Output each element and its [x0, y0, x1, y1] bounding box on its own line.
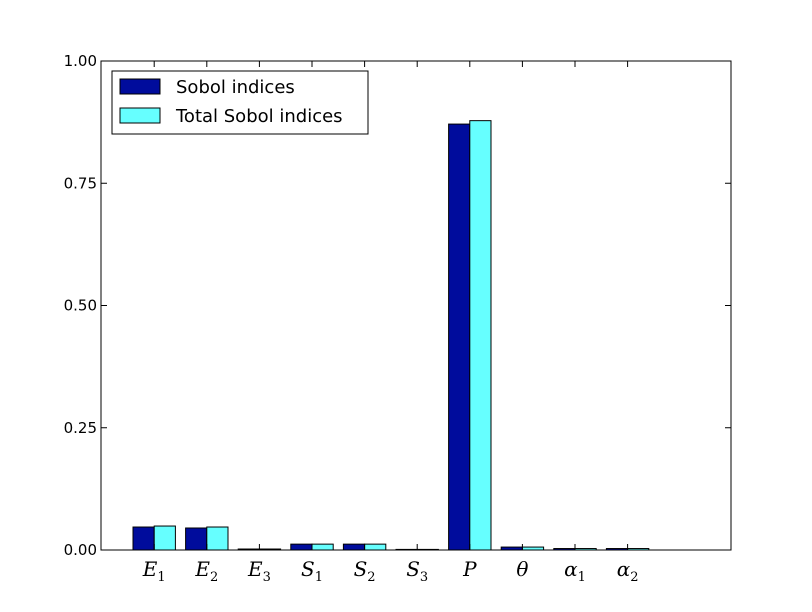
bar-sobol-0 [132, 526, 155, 551]
x-category-label: E2 [194, 557, 218, 585]
legend: Sobol indices Total Sobol indices [111, 70, 369, 135]
y-tick-label: 0.75 [64, 174, 97, 192]
x-category-label: θ [516, 557, 528, 581]
y-axis-ticks: 0.00 0.25 0.50 0.75 1.00 [64, 52, 731, 559]
bar-sobol-1 [185, 527, 208, 551]
y-tick-label: 0.25 [64, 419, 97, 437]
bar-total-sobol-6 [469, 120, 492, 551]
x-category-label: α1 [564, 557, 586, 585]
legend-label: Sobol indices [176, 77, 295, 98]
x-category-label: α2 [617, 557, 639, 585]
x-category-label: E3 [247, 557, 271, 585]
bar-total-sobol-3 [311, 543, 334, 551]
x-category-label: S3 [406, 557, 428, 585]
x-category-label: S1 [301, 557, 323, 585]
bar-total-sobol-4 [364, 543, 387, 551]
plot-background [101, 61, 731, 550]
y-tick-label: 1.00 [64, 52, 97, 70]
y-tick-label: 0.00 [64, 541, 97, 559]
legend-swatch [119, 107, 161, 124]
x-category-label: E1 [142, 557, 166, 585]
x-category-label: P [462, 557, 477, 581]
bar-sobol-6 [448, 123, 471, 551]
bars-group [132, 120, 650, 551]
plot-frame [100, 60, 732, 551]
bar-sobol-4 [342, 543, 366, 551]
bar-total-sobol-1 [206, 526, 229, 551]
bar-sobol-3 [290, 543, 313, 551]
y-tick-label: 0.50 [64, 297, 97, 315]
legend-label: Total Sobol indices [175, 106, 343, 127]
x-category-label: S2 [354, 557, 376, 585]
legend-swatch [119, 78, 161, 95]
bar-total-sobol-0 [153, 525, 176, 551]
